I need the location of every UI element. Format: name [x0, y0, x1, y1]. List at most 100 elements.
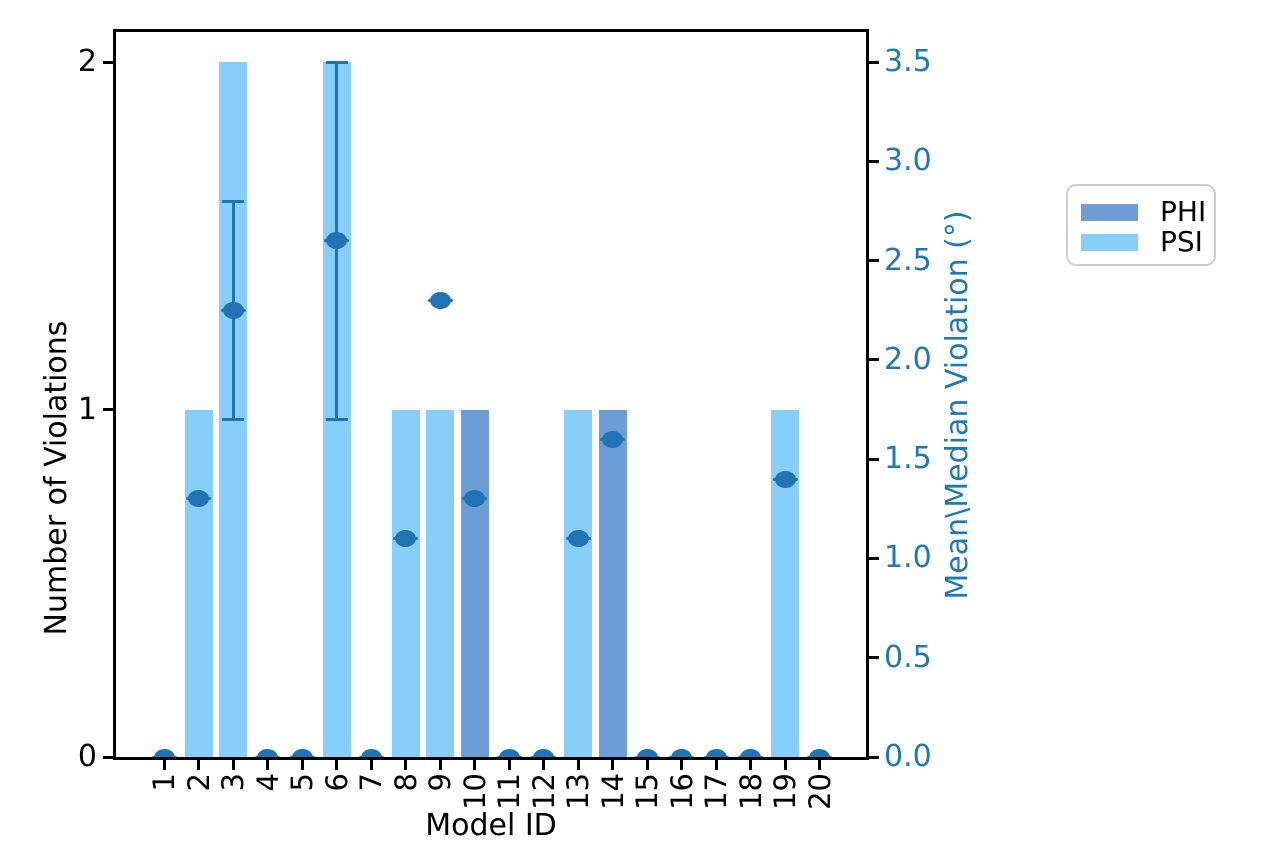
x-tick-18: [749, 760, 752, 770]
y-right-tick-label-3.0: 3.0: [884, 143, 932, 179]
y-right-tick-2.0: [869, 358, 879, 362]
legend-label-psi: PSI: [1160, 225, 1203, 258]
marker-model-6: [326, 232, 347, 250]
y-right-tick-3.0: [869, 159, 879, 163]
y-left-tick-label-2: 2: [77, 44, 97, 80]
bar-psi-model-2: [184, 409, 213, 757]
x-tick-label-4: 4: [250, 773, 285, 792]
x-tick-label-2: 2: [181, 773, 216, 792]
y-right-tick-label-1.5: 1.5: [884, 441, 932, 477]
marker-model-1: [153, 748, 175, 757]
x-tick-label-1: 1: [147, 773, 181, 792]
y-right-tick-label-3.5: 3.5: [884, 44, 932, 80]
bar-psi-model-13: [564, 409, 592, 757]
x-tick-label-12: 12: [526, 773, 561, 810]
y-right-tick-3.5: [869, 60, 879, 64]
marker-model-16: [671, 748, 692, 757]
y-left-tick-label-1: 1: [77, 391, 97, 427]
x-tick-label-3: 3: [216, 773, 250, 792]
errorbar-cap-bottom-model-6: [325, 417, 348, 421]
x-tick-label-13: 13: [561, 773, 595, 810]
x-tick-10: [473, 760, 476, 770]
x-tick-11: [507, 760, 511, 770]
x-tick-label-17: 17: [699, 773, 733, 810]
bar-psi-model-8: [391, 409, 420, 757]
errorbar-cap-top-model-6: [325, 60, 348, 64]
plot-area: [113, 29, 869, 760]
y-right-tick-0.0: [869, 755, 879, 759]
x-tick-label-15: 15: [630, 773, 664, 810]
y-axis-title-left: Number of Violations: [39, 320, 74, 636]
x-tick-16: [680, 760, 683, 770]
marker-model-20: [809, 748, 830, 757]
legend-item-psi: PSI: [1081, 227, 1214, 257]
x-tick-label-6: 6: [319, 773, 354, 792]
x-tick-20: [818, 760, 821, 770]
x-tick-label-20: 20: [802, 773, 837, 810]
y-right-tick-1.5: [869, 457, 879, 461]
legend-item-phi: PHI: [1081, 197, 1214, 227]
legend: PHI PSI: [1066, 184, 1216, 266]
marker-model-12: [533, 748, 554, 757]
marker-model-13: [567, 530, 589, 548]
bar-phi-model-10: [460, 409, 489, 757]
x-tick-8: [404, 760, 407, 770]
x-tick-19: [783, 760, 787, 770]
x-tick-9: [438, 760, 442, 770]
y-left-tick-2: [103, 60, 113, 64]
errorbar-cap-bottom-model-3: [222, 417, 244, 421]
plot-canvas: [116, 32, 866, 757]
x-tick-label-18: 18: [733, 773, 768, 810]
y-right-tick-2.5: [869, 259, 879, 263]
y-right-tick-label-0.5: 0.5: [884, 639, 932, 675]
x-tick-7: [369, 760, 373, 770]
x-tick-14: [611, 760, 614, 770]
x-tick-2: [197, 760, 200, 770]
marker-model-2: [188, 490, 209, 508]
errorbar-cap-top-model-3: [222, 199, 244, 203]
bar-psi-model-9: [426, 409, 454, 757]
bar-psi-model-19: [771, 409, 799, 757]
x-tick-6: [335, 760, 338, 770]
marker-model-19: [774, 470, 796, 488]
x-tick-13: [576, 760, 580, 770]
marker-model-3: [222, 301, 244, 319]
y-right-tick-1.0: [869, 556, 879, 560]
psi-color-swatch: [1081, 233, 1138, 251]
marker-model-5: [291, 748, 313, 757]
marker-model-4: [257, 748, 278, 757]
x-tick-12: [542, 760, 545, 770]
y-left-tick-1: [103, 408, 113, 412]
marker-model-10: [464, 490, 485, 508]
y-left-tick-0: [103, 755, 113, 759]
y-left-tick-label-0: 0: [77, 739, 97, 774]
x-tick-label-8: 8: [388, 773, 423, 792]
x-tick-label-10: 10: [457, 773, 492, 810]
x-tick-5: [300, 760, 304, 770]
x-tick-label-5: 5: [285, 773, 319, 792]
x-tick-1: [162, 760, 166, 770]
marker-model-11: [498, 748, 520, 757]
x-tick-label-9: 9: [423, 773, 457, 792]
phi-color-swatch: [1081, 203, 1138, 221]
x-tick-label-11: 11: [492, 773, 526, 810]
bar-phi-model-14: [598, 409, 627, 757]
y-right-tick-label-0.0: 0.0: [884, 739, 932, 774]
y-right-tick-label-2.0: 2.0: [884, 341, 932, 377]
marker-model-9: [429, 291, 451, 309]
marker-model-7: [360, 748, 382, 757]
x-tick-3: [231, 760, 235, 770]
x-tick-label-7: 7: [354, 773, 388, 792]
x-tick-17: [714, 760, 718, 770]
y-right-tick-label-1.0: 1.0: [884, 540, 932, 576]
y-right-tick-0.5: [869, 656, 879, 660]
x-tick-label-14: 14: [595, 773, 630, 810]
x-tick-4: [266, 760, 269, 770]
marker-model-18: [740, 748, 761, 757]
marker-model-14: [602, 430, 623, 448]
x-tick-15: [645, 760, 649, 770]
marker-model-15: [636, 748, 658, 757]
legend-label-phi: PHI: [1160, 195, 1207, 228]
x-axis-title: Model ID: [425, 808, 557, 843]
